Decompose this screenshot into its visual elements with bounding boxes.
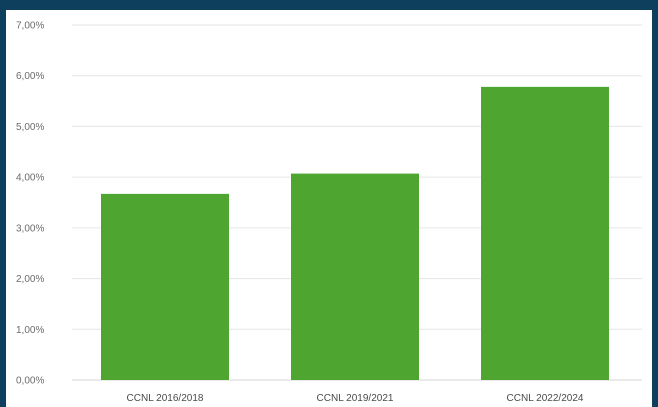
x-tick-label: CCNL 2022/2024: [507, 393, 584, 404]
y-axis-ticks: 0,00% 1,00% 2,00% 3,00% 4,00% 5,00% 6,00% 7,00%: [16, 21, 44, 387]
y-tick-label: 5,00%: [16, 122, 44, 133]
y-tick-label: 1,00%: [16, 325, 44, 336]
bar: [481, 86, 609, 380]
bar: [291, 173, 419, 380]
y-tick-label: 2,00%: [16, 274, 44, 285]
y-tick-label: 7,00%: [16, 21, 44, 32]
bar-chart: 0,00% 1,00% 2,00% 3,00% 4,00% 5,00% 6,00% 7,00%…: [16, 21, 642, 404]
y-tick-label: 6,00%: [16, 71, 44, 82]
bar: [101, 193, 229, 380]
bars: [101, 86, 609, 380]
x-tick-label: CCNL 2019/2021: [317, 393, 394, 404]
x-axis-ticks: CCNL 2016/2018 CCNL 2019/2021 CCNL 2022/20…: [127, 393, 584, 404]
chart-frame: 0,00% 1,00% 2,00% 3,00% 4,00% 5,00% 6,00% 7,00%…: [6, 10, 652, 407]
y-tick-label: 4,00%: [16, 173, 44, 184]
y-tick-label: 3,00%: [16, 223, 44, 234]
x-tick-label: CCNL 2016/2018: [127, 393, 204, 404]
y-tick-label: 0,00%: [16, 376, 44, 387]
